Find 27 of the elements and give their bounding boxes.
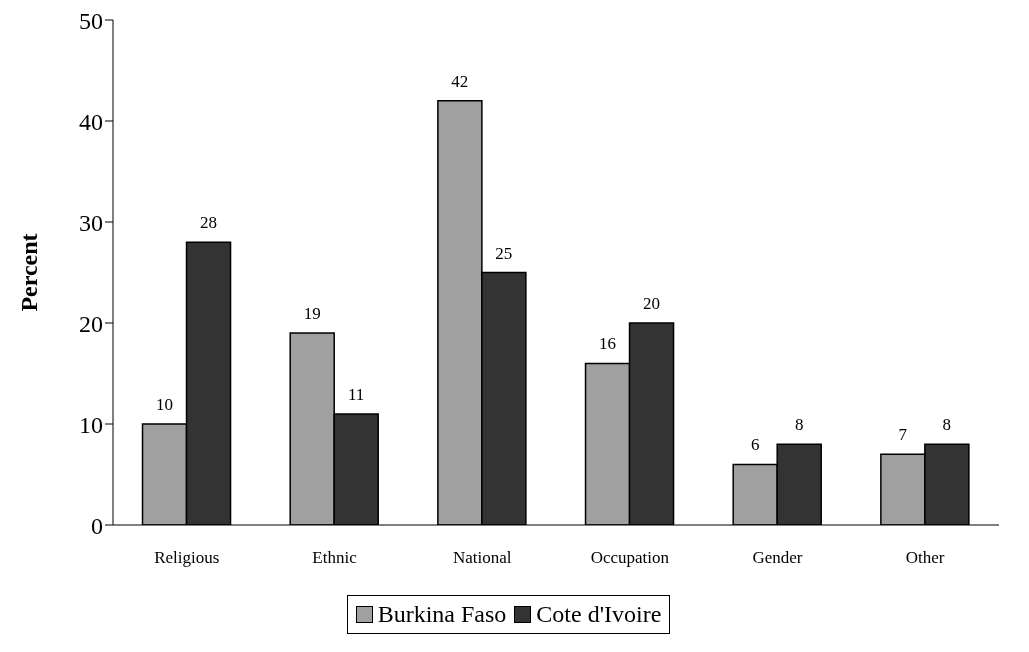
legend-label: Cote d'Ivoire — [536, 601, 662, 628]
data-label: 8 — [794, 415, 804, 435]
data-label: 7 — [898, 425, 908, 445]
x-tick-label: Religious — [154, 548, 220, 568]
x-tick-label: National — [452, 548, 512, 568]
x-tick-label: Occupation — [590, 548, 670, 568]
data-label: 25 — [495, 243, 513, 263]
data-label: 20 — [643, 294, 661, 313]
data-label: 16 — [599, 334, 617, 354]
data-label: 6 — [750, 435, 760, 455]
y-tick-label: 40 — [79, 108, 103, 135]
y-tick-label: 0 — [91, 512, 103, 539]
y-tick-label: 20 — [79, 310, 103, 337]
legend-label: Burkina Faso — [377, 601, 507, 628]
x-tick-label: Ethnic — [312, 548, 358, 568]
data-label: 10 — [156, 395, 174, 414]
data-label: 28 — [200, 213, 218, 233]
x-tick-label: Other — [905, 548, 945, 568]
data-label: 11 — [348, 384, 365, 404]
y-axis-title: Percent — [15, 233, 42, 312]
y-tick-label: 30 — [79, 209, 103, 236]
data-label: 19 — [303, 304, 321, 324]
x-tick-label: Gender — [752, 548, 803, 568]
data-label: 8 — [942, 415, 952, 435]
y-tick-label: 50 — [79, 7, 103, 34]
data-label: 42 — [451, 71, 469, 91]
y-tick-label: 10 — [79, 411, 103, 438]
